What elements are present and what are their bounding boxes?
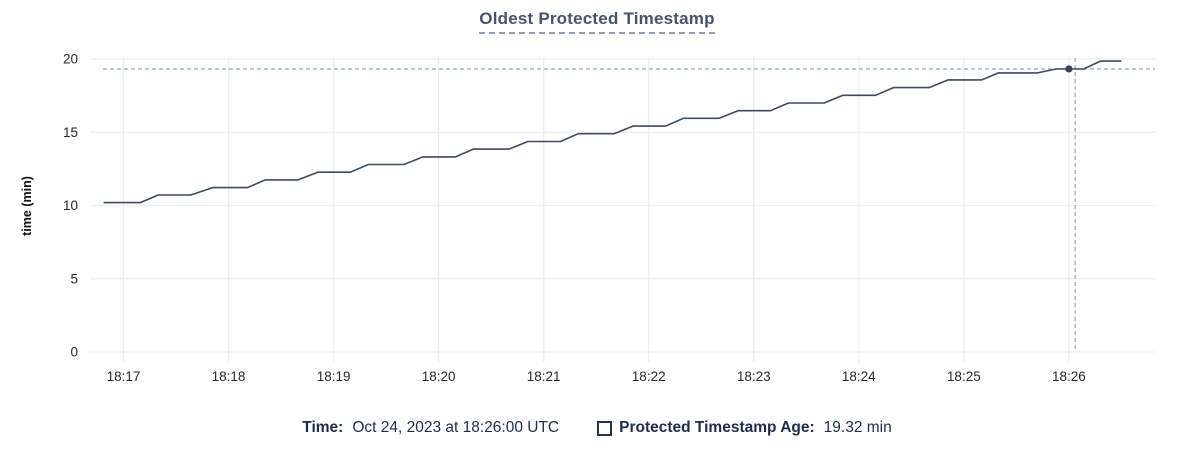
x-tick-label: 18:17: [107, 369, 141, 384]
y-tick-label: 20: [63, 52, 78, 67]
x-tick-label: 18:20: [422, 369, 456, 384]
x-tick-label: 18:19: [317, 369, 351, 384]
legend-time-value: Oct 24, 2023 at 18:26:00 UTC: [352, 419, 560, 436]
x-tick-label: 18:18: [212, 369, 246, 384]
x-tick-label: 18:25: [947, 369, 981, 384]
protected-timestamp-chart-plot[interactable]: 0 5 10 15 20 18:17 18:18 18:19 18:20 18:21 18:22 18…: [0, 0, 1194, 404]
y-tick-label: 0: [70, 345, 78, 360]
y-tick-label: 5: [70, 271, 78, 286]
series-line-protected-timestamp-age: [103, 60, 1122, 204]
legend-time-label: Time:: [302, 419, 344, 436]
y-axis-title: time (min): [20, 176, 34, 236]
x-tick-label: 18:24: [842, 369, 876, 384]
legend-series-label: Protected Timestamp Age:: [619, 419, 815, 436]
chart-title-row: Oldest Protected Timestamp: [0, 9, 1194, 34]
x-tick-label: 18:23: [737, 369, 771, 384]
x-tick-label: 18:22: [632, 369, 666, 384]
chart-title[interactable]: Oldest Protected Timestamp: [479, 9, 715, 34]
hover-legend: Time: Oct 24, 2023 at 18:26:00 UTC Prote…: [0, 418, 1194, 438]
x-tick-label: 18:21: [527, 369, 561, 384]
legend-series-value: 19.32 min: [823, 419, 892, 436]
x-tick-label: 18:26: [1052, 369, 1086, 384]
hover-point: [1065, 65, 1073, 73]
y-tick-label: 10: [63, 198, 78, 213]
y-tick-label: 15: [63, 125, 78, 140]
series-swatch-checkbox[interactable]: [597, 420, 613, 436]
